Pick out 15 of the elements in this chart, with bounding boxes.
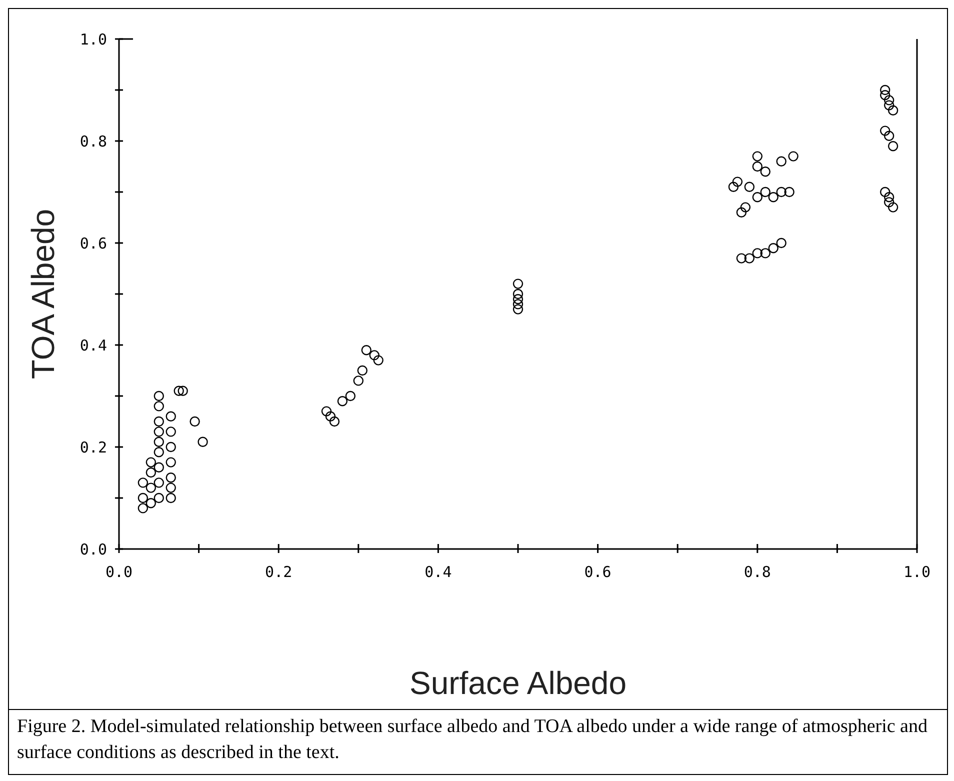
- x-tick-label: 0.4: [424, 563, 452, 581]
- x-tick-label: 0.2: [265, 563, 292, 581]
- y-tick-label: 1.0: [80, 30, 107, 48]
- x-tick-label: 0.0: [105, 563, 133, 581]
- y-tick-label: 0.4: [80, 336, 107, 354]
- y-tick-label: 0.8: [80, 132, 107, 150]
- y-tick-label: 0.6: [80, 234, 107, 252]
- y-axis-title: TOA Albedo: [25, 208, 61, 380]
- x-tick-label: 0.6: [584, 563, 612, 581]
- x-tick-label: 1.0: [903, 563, 931, 581]
- x-tick-label: 0.8: [744, 563, 771, 581]
- y-tick-label: 0.0: [80, 540, 107, 558]
- caption: Figure 2. Model-simulated relationship between surface albedo and TOA albedo under a wide range of atmospheric and surface conditions as described in the text.: [9, 709, 947, 774]
- y-tick-label: 0.2: [80, 438, 107, 456]
- x-axis-title: Surface Albedo: [409, 665, 627, 701]
